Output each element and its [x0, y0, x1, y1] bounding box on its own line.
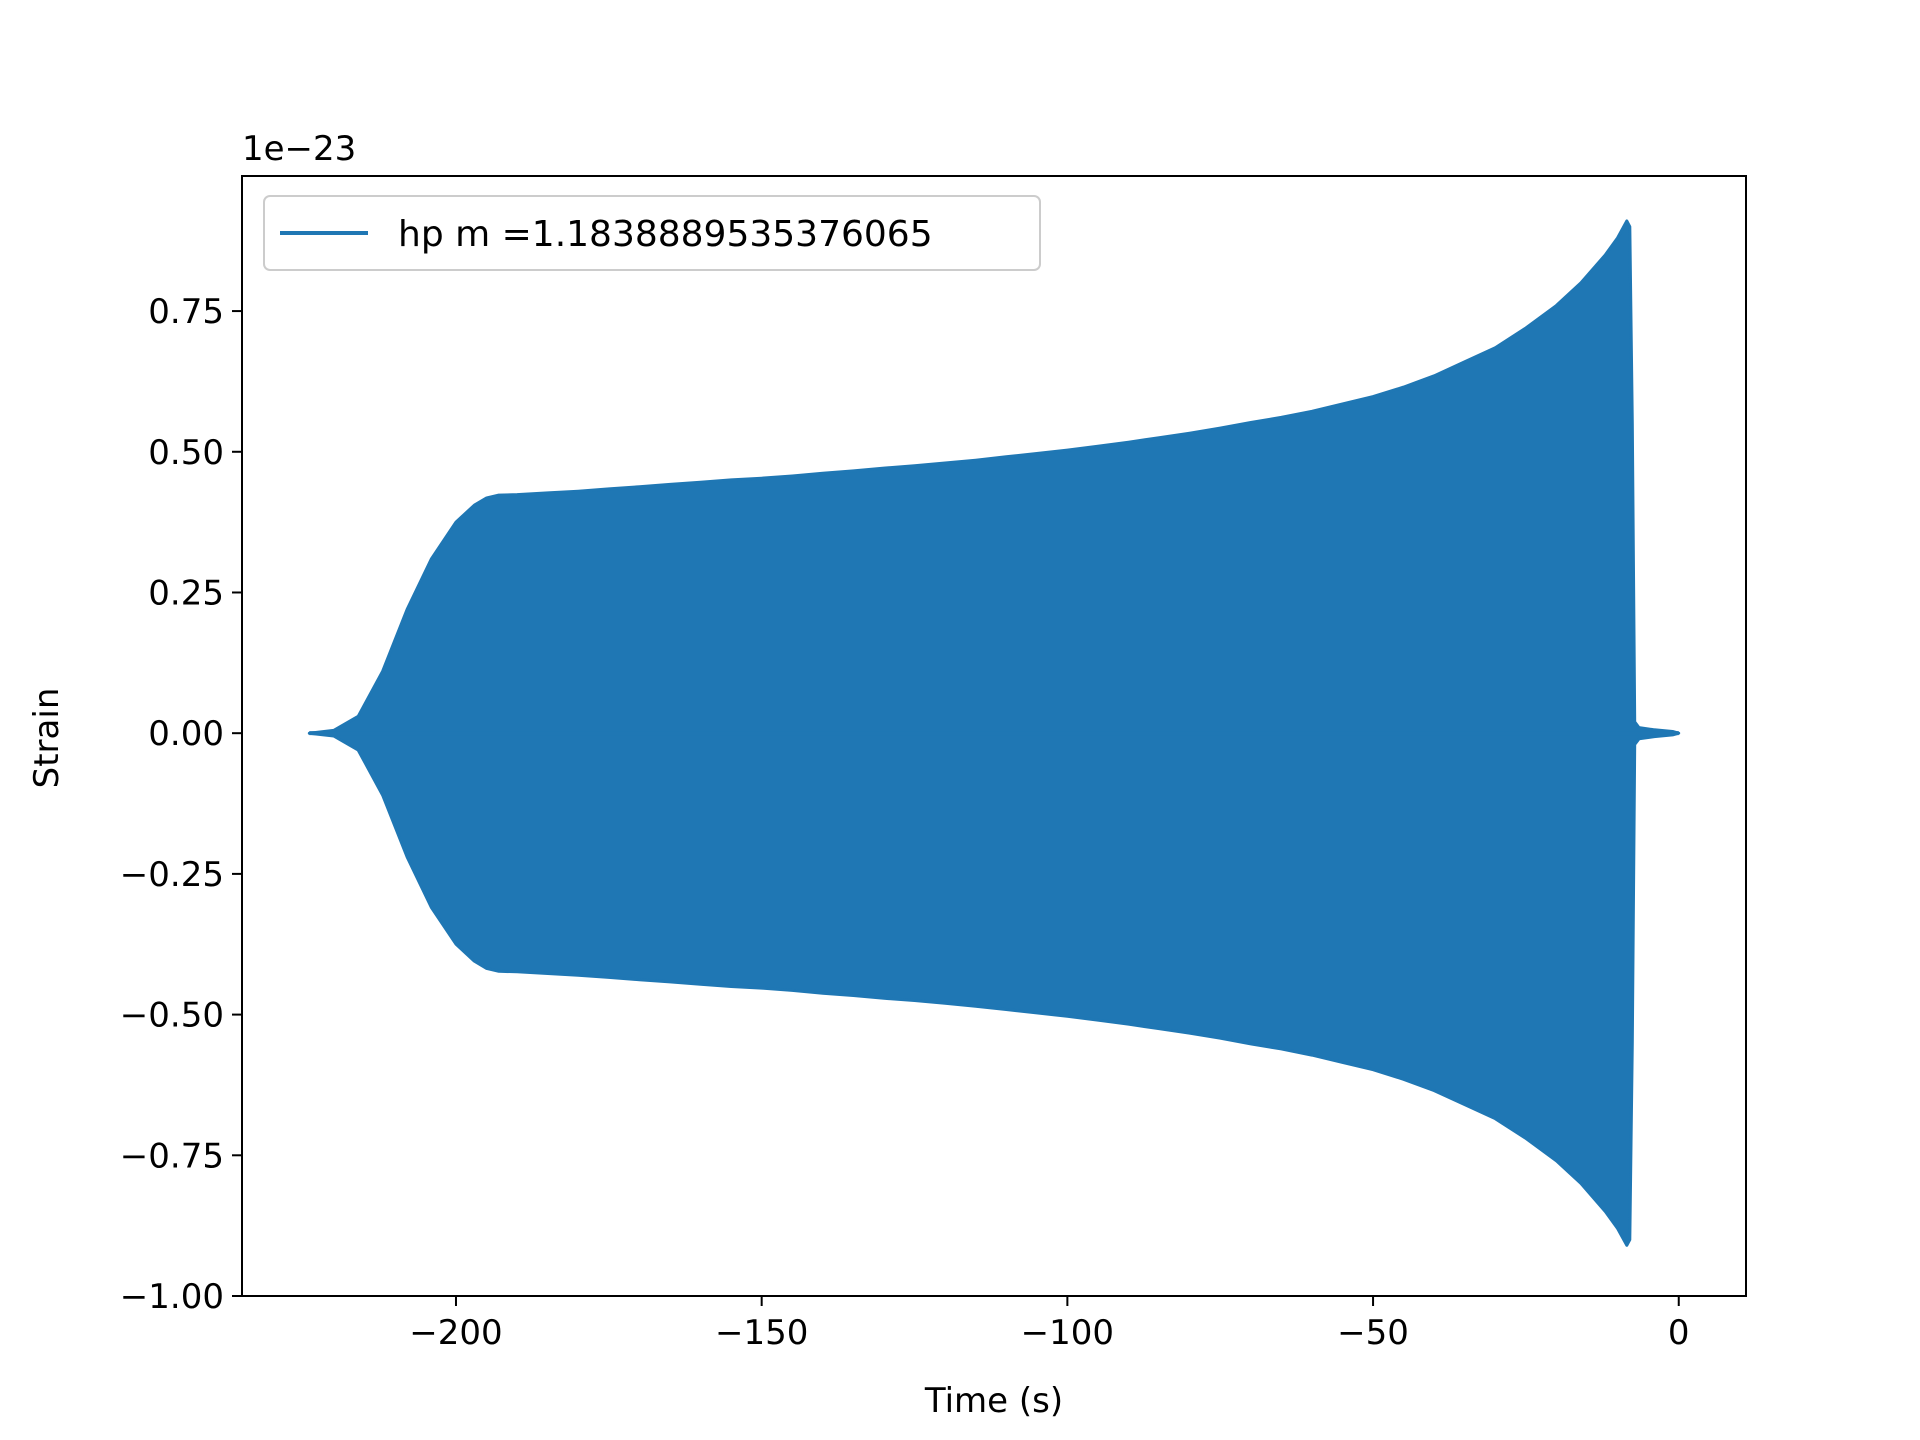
legend: hp m =1.1838889535376065	[263, 195, 1041, 271]
legend-frame	[263, 195, 1041, 271]
x-tick-label: −150	[715, 1313, 808, 1353]
x-axis-title: Time (s)	[924, 1381, 1063, 1421]
y-tick-label: −0.25	[120, 855, 224, 895]
x-tick-label: 0	[1668, 1313, 1690, 1353]
legend-label: hp m =1.1838889535376065	[398, 214, 933, 255]
x-tick-label: −100	[1021, 1313, 1114, 1353]
x-tick-label: −200	[409, 1313, 502, 1353]
y-tick-label: −0.75	[120, 1136, 224, 1176]
y-tick-label: −1.00	[120, 1277, 224, 1317]
y-axis-title: Strain	[27, 688, 67, 789]
series-layer	[307, 219, 1681, 1247]
y-axis-offset-text: 1e−23	[242, 129, 356, 169]
x-tick-label: −50	[1337, 1313, 1409, 1353]
axes-layer: −200 −150 −100 −50 0 −1.00 −0.75 −0.50 −0.25 0.00…	[120, 175, 1747, 1353]
y-tick-label: −0.50	[120, 996, 224, 1036]
y-tick-label: 0.00	[148, 714, 224, 754]
y-tick-label: 0.25	[148, 573, 224, 613]
plot-frame	[241, 175, 1747, 1297]
y-tick-label: 0.75	[148, 292, 224, 332]
y-tick-label: 0.50	[148, 433, 224, 473]
